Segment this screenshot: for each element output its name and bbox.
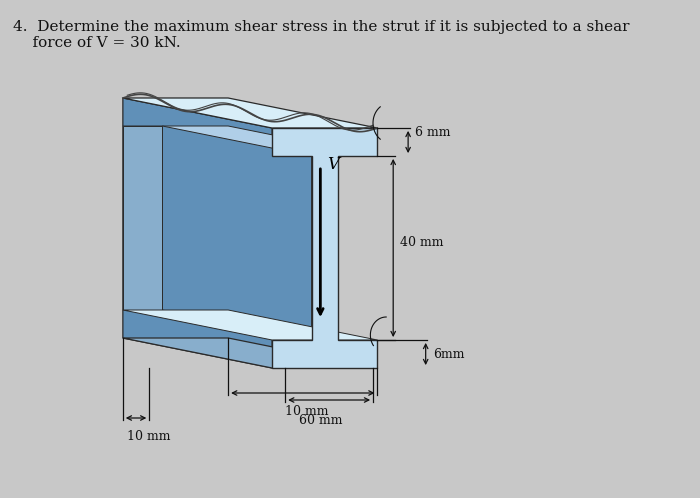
Text: force of V = 30 kN.: force of V = 30 kN. bbox=[13, 36, 181, 50]
Text: 4.  Determine the maximum shear stress in the strut if it is subjected to a shea: 4. Determine the maximum shear stress in… bbox=[13, 20, 630, 34]
Polygon shape bbox=[123, 338, 377, 368]
Polygon shape bbox=[123, 98, 272, 368]
Text: 40 mm: 40 mm bbox=[400, 236, 444, 249]
Text: 10 mm: 10 mm bbox=[286, 405, 329, 418]
Polygon shape bbox=[272, 128, 377, 368]
Text: 6 mm: 6 mm bbox=[415, 125, 451, 138]
Polygon shape bbox=[123, 98, 228, 338]
Polygon shape bbox=[123, 126, 377, 156]
Polygon shape bbox=[123, 310, 377, 340]
Polygon shape bbox=[123, 98, 377, 128]
Text: 60 mm: 60 mm bbox=[299, 414, 342, 427]
Text: 10 mm: 10 mm bbox=[127, 430, 171, 443]
Text: 6mm: 6mm bbox=[433, 348, 464, 361]
Polygon shape bbox=[162, 126, 312, 340]
Polygon shape bbox=[123, 126, 162, 310]
Text: V: V bbox=[328, 156, 340, 173]
